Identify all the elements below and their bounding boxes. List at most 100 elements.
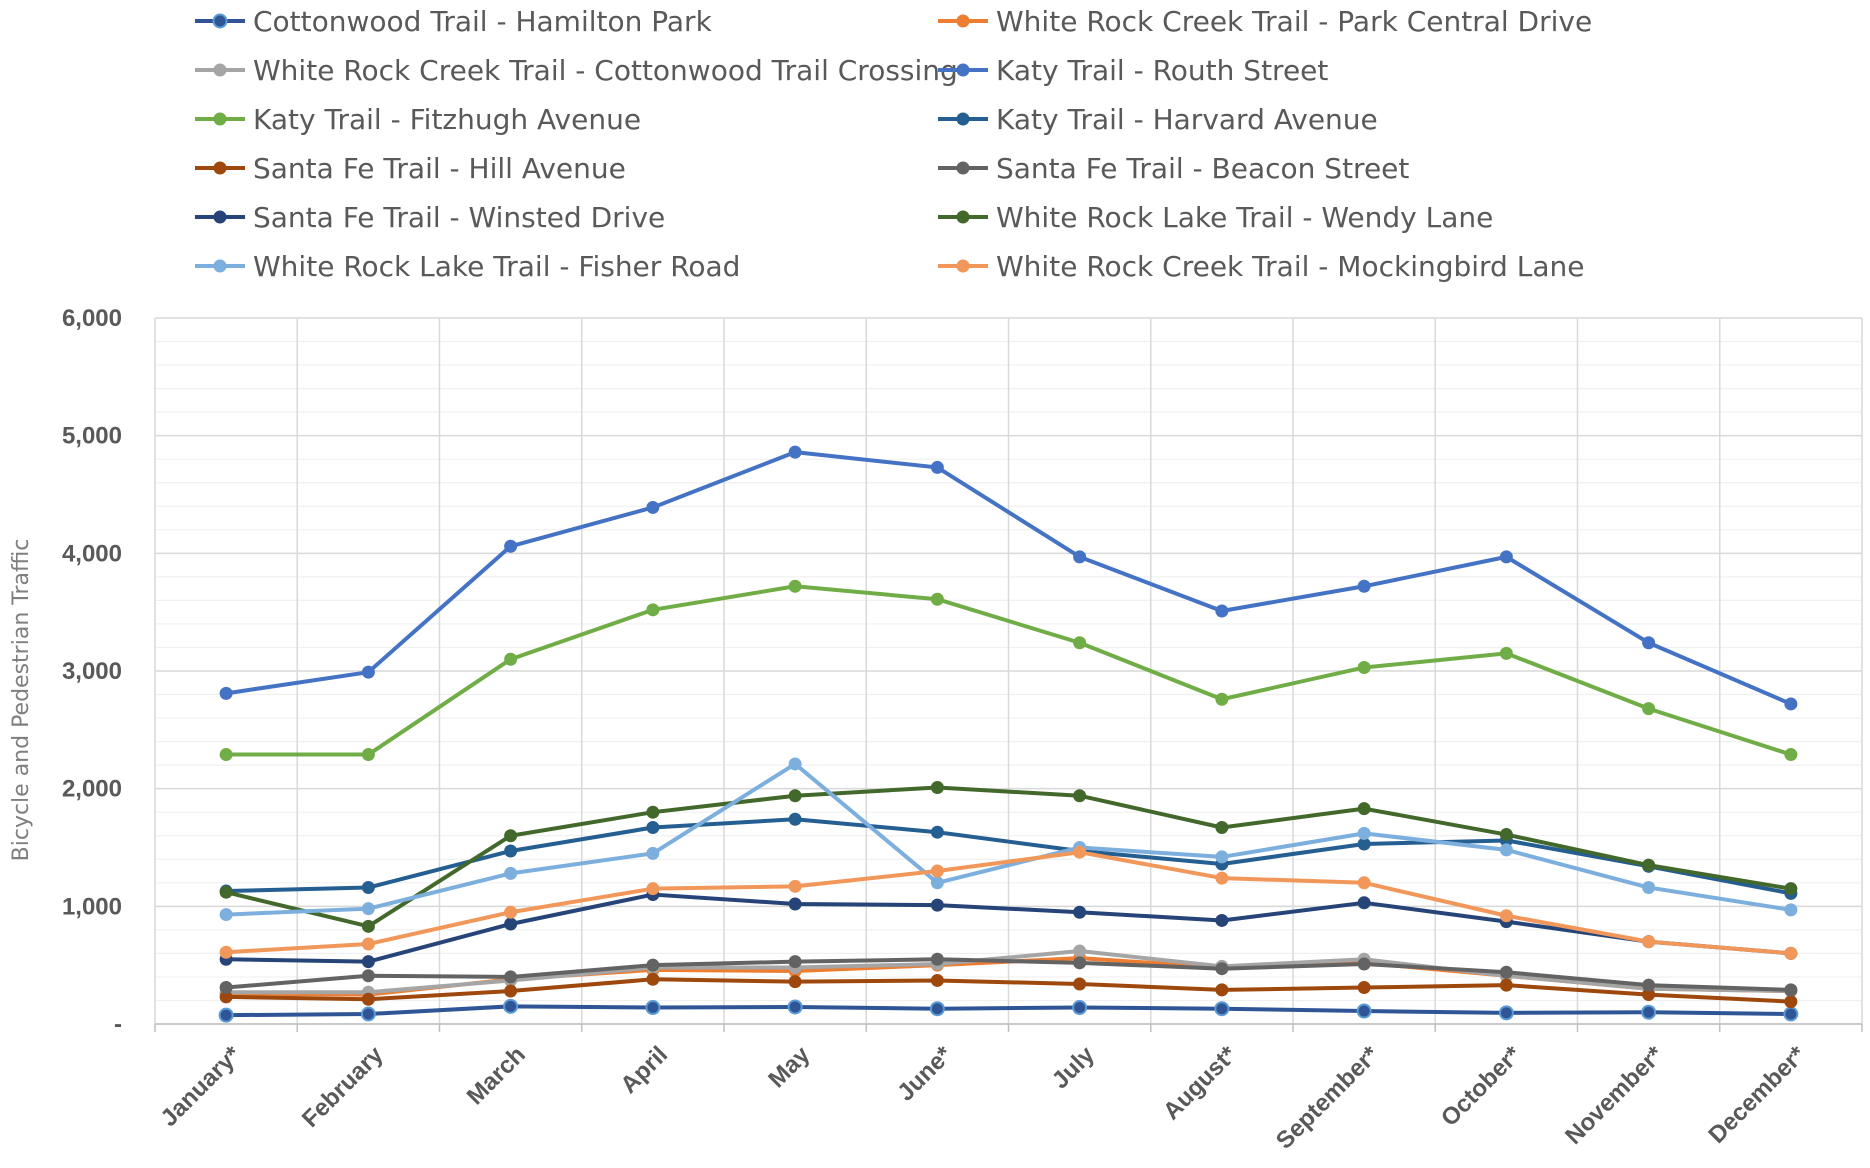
data-point bbox=[1641, 1004, 1657, 1020]
x-tick-label: November* bbox=[1560, 1041, 1669, 1150]
legend-item: White Rock Lake Trail - Fisher Road bbox=[195, 250, 740, 283]
legend-item: Cottonwood Trail - Hamilton Park bbox=[195, 5, 713, 38]
data-point bbox=[504, 917, 518, 931]
data-point bbox=[1784, 995, 1798, 1009]
data-point bbox=[788, 445, 802, 459]
data-point bbox=[504, 866, 518, 880]
data-point bbox=[646, 820, 660, 834]
series-line bbox=[226, 584, 1792, 757]
data-point bbox=[1356, 1003, 1372, 1019]
y-tick-label: 4,000 bbox=[62, 540, 122, 567]
data-point bbox=[361, 902, 375, 916]
data-point bbox=[1499, 965, 1513, 979]
legend-label: White Rock Creek Trail - Park Central Dr… bbox=[996, 5, 1592, 38]
series-line bbox=[226, 892, 1792, 964]
data-point bbox=[1357, 802, 1371, 816]
data-point bbox=[930, 973, 944, 987]
series-0 bbox=[218, 998, 1799, 1023]
data-point bbox=[504, 984, 518, 998]
data-point bbox=[1072, 1000, 1088, 1016]
data-point bbox=[1783, 1006, 1799, 1022]
x-tick-label: August* bbox=[1158, 1041, 1243, 1126]
y-tick-label: 3,000 bbox=[62, 658, 122, 685]
series-10 bbox=[219, 757, 1798, 922]
x-tick-label: March bbox=[462, 1041, 531, 1110]
data-point bbox=[787, 999, 803, 1015]
data-point bbox=[1642, 858, 1656, 872]
legend-label: Katy Trail - Routh Street bbox=[996, 54, 1328, 87]
data-point bbox=[1784, 983, 1798, 997]
data-point bbox=[504, 844, 518, 858]
series-11 bbox=[219, 845, 1798, 960]
data-point bbox=[1357, 896, 1371, 910]
gridlines bbox=[154, 317, 1863, 1025]
data-point bbox=[930, 460, 944, 474]
data-point bbox=[1357, 837, 1371, 851]
data-point bbox=[1214, 1001, 1230, 1017]
data-point bbox=[1073, 944, 1087, 958]
data-point bbox=[504, 829, 518, 843]
data-point bbox=[1784, 946, 1798, 960]
x-tick-label: February bbox=[297, 1041, 389, 1133]
axes bbox=[154, 1023, 1863, 1032]
data-point bbox=[788, 789, 802, 803]
y-tick-label: - bbox=[114, 1011, 122, 1038]
data-point bbox=[788, 812, 802, 826]
data-point bbox=[1073, 905, 1087, 919]
series-line bbox=[226, 1004, 1791, 1018]
legend-swatch-marker bbox=[956, 112, 970, 126]
data-point bbox=[1357, 957, 1371, 971]
x-tick-label: May bbox=[763, 1041, 816, 1094]
data-point bbox=[646, 882, 660, 896]
legend-label: Santa Fe Trail - Winsted Drive bbox=[253, 201, 665, 234]
legend: Cottonwood Trail - Hamilton Park White Ro… bbox=[195, 5, 1592, 283]
data-point bbox=[645, 1000, 661, 1016]
data-point bbox=[788, 879, 802, 893]
data-point bbox=[1498, 1005, 1514, 1021]
legend-label: White Rock Lake Trail - Fisher Road bbox=[253, 250, 740, 283]
legend-swatch-marker bbox=[956, 63, 970, 77]
legend-swatch-marker bbox=[213, 210, 227, 224]
x-tick-label: July bbox=[1047, 1041, 1101, 1095]
data-point bbox=[219, 686, 233, 700]
data-point bbox=[1499, 828, 1513, 842]
legend-label: White Rock Lake Trail - Wendy Lane bbox=[996, 201, 1493, 234]
data-point bbox=[646, 805, 660, 819]
data-point bbox=[361, 665, 375, 679]
data-point bbox=[929, 1001, 945, 1017]
series-line bbox=[226, 850, 1792, 956]
x-tick-label: April bbox=[615, 1041, 673, 1099]
legend-item: White Rock Lake Trail - Wendy Lane bbox=[938, 201, 1493, 234]
data-point bbox=[930, 898, 944, 912]
series-line bbox=[226, 817, 1792, 896]
data-point bbox=[1642, 988, 1656, 1002]
data-point bbox=[361, 955, 375, 969]
legend-swatch-marker bbox=[213, 161, 227, 175]
data-point bbox=[1215, 913, 1229, 927]
y-tick-label: 1,000 bbox=[62, 893, 122, 920]
series-line bbox=[225, 450, 1792, 706]
data-point bbox=[361, 881, 375, 895]
legend-label: Santa Fe Trail - Hill Avenue bbox=[253, 152, 626, 185]
data-point bbox=[788, 975, 802, 989]
data-point bbox=[1357, 660, 1371, 674]
x-tick-label: December* bbox=[1703, 1041, 1811, 1149]
y-axis-label: Bicycle and Pedestrian Traffic bbox=[9, 539, 34, 862]
data-point bbox=[1073, 845, 1087, 859]
y-tick-label: 6,000 bbox=[62, 305, 122, 332]
legend-label: White Rock Creek Trail - Cottonwood Trai… bbox=[253, 54, 958, 87]
data-point bbox=[1642, 935, 1656, 949]
legend-swatch-marker bbox=[213, 63, 227, 77]
data-point bbox=[1357, 876, 1371, 890]
legend-swatch-marker bbox=[213, 259, 227, 273]
data-point bbox=[1499, 909, 1513, 923]
data-point bbox=[1073, 977, 1087, 991]
data-point bbox=[1073, 789, 1087, 803]
data-point bbox=[218, 1007, 234, 1023]
data-point bbox=[1215, 692, 1229, 706]
legend-swatch-marker bbox=[956, 14, 970, 28]
series-line bbox=[226, 761, 1792, 917]
data-point bbox=[930, 825, 944, 839]
data-point bbox=[219, 981, 233, 995]
data-point bbox=[1642, 978, 1656, 992]
